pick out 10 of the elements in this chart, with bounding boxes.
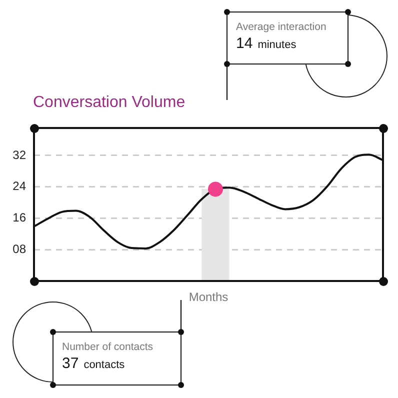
chart-title: Conversation Volume: [33, 94, 186, 112]
y-tick-label: 08: [12, 242, 26, 256]
y-tick-label: 24: [12, 179, 26, 194]
text: Number of contacts: [62, 341, 154, 353]
text: 37 contacts: [62, 355, 125, 372]
y-tick-label: 32: [12, 148, 26, 162]
text: 14 minutes: [236, 35, 296, 52]
text: Average interaction: [236, 21, 328, 33]
x-axis-title: Months: [188, 290, 228, 304]
y-tick-label: 16: [12, 210, 26, 225]
